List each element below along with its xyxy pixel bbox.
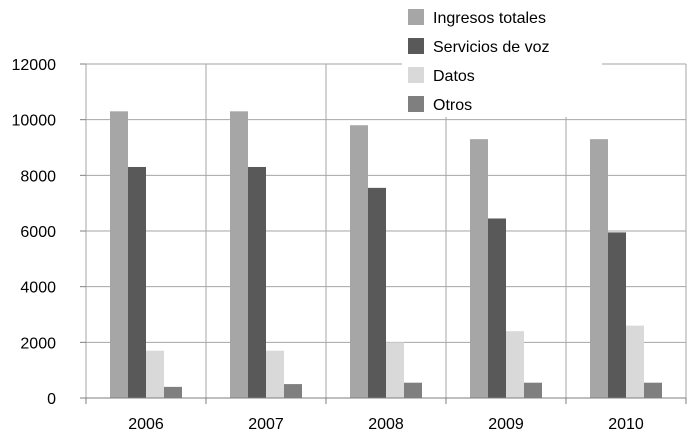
legend-swatch	[408, 96, 424, 112]
legend: Ingresos totales Servicios de voz Datos Otr…	[402, 0, 602, 117]
y-tick-label: 12000	[12, 57, 57, 74]
bar-otros-2008	[404, 382, 422, 398]
bar-datos-2006	[146, 350, 164, 398]
y-tick-label: 2000	[20, 335, 56, 352]
bar-ingresos-totales-2009	[470, 139, 488, 398]
bar-ingresos-totales-2006	[110, 111, 128, 399]
y-tick-labels: 0 2000 4000 6000 8000 10000 12000	[12, 57, 57, 408]
x-tick-labels: 2006 2007 2008 2009 2010	[128, 416, 644, 433]
x-tick-label: 2007	[248, 416, 284, 433]
bar-datos-2009	[506, 331, 524, 398]
bar-servicios-de-voz-2006	[128, 166, 146, 398]
legend-swatch	[408, 38, 424, 54]
y-tick-label: 10000	[12, 113, 57, 130]
legend-label: Otros	[433, 97, 472, 114]
legend-label: Datos	[433, 68, 475, 85]
legend-background	[402, 0, 602, 117]
bar-ingresos-totales-2008	[350, 125, 368, 398]
axes	[80, 63, 687, 404]
bar-servicios-de-voz-2009	[488, 218, 506, 398]
bar-datos-2010	[626, 325, 644, 398]
x-tick-label: 2008	[368, 416, 404, 433]
y-tick-label: 4000	[20, 280, 56, 297]
y-tick-label: 6000	[20, 224, 56, 241]
y-tick-label: 8000	[20, 168, 56, 185]
bar-otros-2006	[164, 386, 182, 398]
bar-ingresos-totales-2010	[590, 139, 608, 398]
x-tick-label: 2006	[128, 416, 164, 433]
bar-otros-2010	[644, 382, 662, 398]
bar-servicios-de-voz-2007	[248, 166, 266, 398]
bar-datos-2008	[386, 342, 404, 398]
bar-group	[110, 111, 662, 399]
bar-servicios-de-voz-2010	[608, 232, 626, 398]
bar-ingresos-totales-2007	[230, 111, 248, 399]
legend-label: Ingresos totales	[433, 10, 546, 27]
bar-datos-2007	[266, 350, 284, 398]
bar-servicios-de-voz-2008	[368, 187, 386, 398]
y-tick-label: 0	[47, 391, 56, 408]
x-tick-label: 2010	[608, 416, 644, 433]
bar-otros-2007	[284, 384, 302, 398]
legend-label: Servicios de voz	[433, 39, 550, 56]
x-tick-label: 2009	[488, 416, 524, 433]
legend-swatch	[408, 67, 424, 83]
legend-swatch	[408, 9, 424, 25]
bar-otros-2009	[524, 382, 542, 398]
gridlines	[85, 63, 687, 398]
